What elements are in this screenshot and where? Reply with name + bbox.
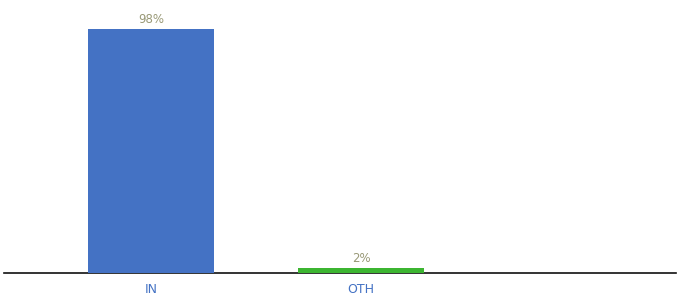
Bar bbox=[88, 29, 214, 273]
Bar bbox=[298, 268, 424, 273]
Text: 98%: 98% bbox=[138, 13, 164, 26]
Text: 2%: 2% bbox=[352, 252, 371, 265]
